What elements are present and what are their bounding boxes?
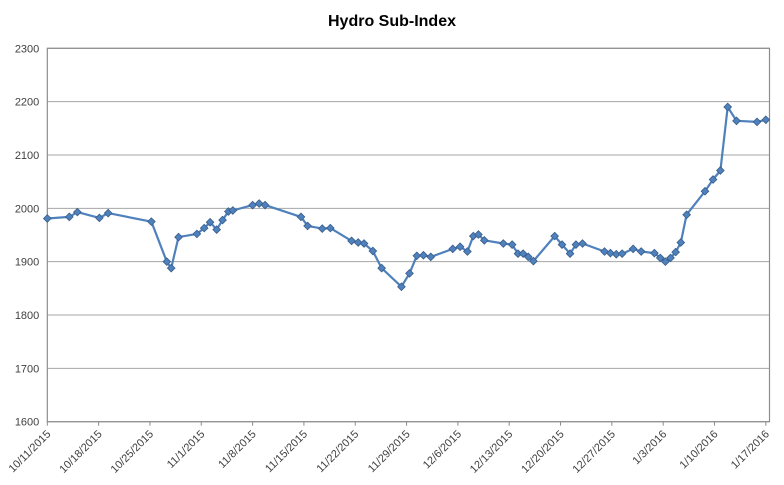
data-point-marker xyxy=(317,224,327,233)
data-point-marker xyxy=(529,256,538,266)
data-point-marker xyxy=(518,249,528,259)
x-tick-label: 11/29/2015 xyxy=(366,428,413,475)
data-point-marker xyxy=(636,247,646,256)
x-tick-label: 12/13/2015 xyxy=(468,428,515,475)
x-tick-label: 10/11/2015 xyxy=(7,428,54,475)
data-point-marker xyxy=(64,212,74,222)
data-point-marker xyxy=(377,263,387,273)
x-tick-label: 1/17/2016 xyxy=(729,428,772,471)
x-tick-label: 11/15/2015 xyxy=(263,428,310,475)
data-point-marker xyxy=(700,186,710,196)
chart-title: Hydro Sub-Index xyxy=(328,13,456,30)
data-point-marker xyxy=(474,230,483,239)
data-point-marker xyxy=(218,215,227,225)
data-point-marker xyxy=(557,240,567,249)
y-tick-label: 1900 xyxy=(15,257,39,269)
data-point-marker xyxy=(42,214,52,223)
data-point-marker xyxy=(723,102,733,112)
data-point-marker xyxy=(523,252,533,262)
data-point-marker xyxy=(147,217,156,227)
data-point-marker xyxy=(708,175,718,184)
data-point-marker xyxy=(397,282,406,292)
data-point-marker xyxy=(628,244,638,254)
data-point-marker xyxy=(463,247,472,256)
x-tick-label: 11/1/2015 xyxy=(165,428,208,471)
data-point-marker xyxy=(368,246,378,256)
x-tick-label: 11/22/2015 xyxy=(315,428,362,475)
data-point-marker xyxy=(498,239,508,248)
data-point-marker xyxy=(426,252,436,262)
data-point-marker xyxy=(479,235,489,245)
data-point-marker xyxy=(666,253,675,263)
data-point-marker xyxy=(671,247,681,257)
data-point-marker xyxy=(353,238,363,247)
data-point-marker xyxy=(412,251,422,261)
y-tick-label: 2200 xyxy=(15,97,39,109)
data-point-marker xyxy=(248,200,257,210)
data-point-marker xyxy=(606,248,615,258)
x-tick-label: 10/18/2015 xyxy=(57,428,104,475)
data-point-marker xyxy=(732,116,741,126)
plot-area: 1600 1700 1800 1900 2000 2100 2200 2300 10/11/20… xyxy=(7,43,772,475)
data-point-marker xyxy=(347,236,356,246)
data-point-marker xyxy=(228,206,238,215)
data-point-marker xyxy=(359,239,369,248)
data-point-marker xyxy=(72,207,82,217)
x-tick-label: 1/10/2016 xyxy=(678,428,721,471)
y-tick-label: 1700 xyxy=(15,363,39,375)
x-tick-label: 11/8/2015 xyxy=(216,428,259,471)
data-point-marker xyxy=(661,257,670,267)
data-point-marker xyxy=(162,257,172,267)
x-tick-label: 12/20/2015 xyxy=(519,428,566,475)
data-point-marker xyxy=(650,248,659,258)
data-point-marker xyxy=(303,221,312,231)
data-point-marker xyxy=(565,249,575,259)
data-point-marker xyxy=(448,244,458,254)
data-point-marker xyxy=(752,117,762,127)
data-point-marker xyxy=(325,223,335,233)
plot-border xyxy=(46,47,771,423)
data-point-marker xyxy=(199,223,209,233)
data-point-marker xyxy=(716,166,725,175)
data-point-marker xyxy=(212,225,222,235)
y-tick-label: 1600 xyxy=(15,417,39,429)
x-tick-label: 12/27/2015 xyxy=(571,428,618,475)
data-point-marker xyxy=(205,217,215,227)
y-tick-label: 2000 xyxy=(15,203,39,215)
series-line xyxy=(46,105,767,288)
data-point-marker xyxy=(550,231,560,241)
data-point-marker xyxy=(655,253,665,263)
data-point-marker xyxy=(260,200,270,210)
x-tick-label: 1/3/2016 xyxy=(631,428,670,467)
data-point-marker xyxy=(578,239,587,248)
data-point-marker xyxy=(296,212,306,222)
y-tick-label: 1800 xyxy=(15,310,39,322)
data-point-marker xyxy=(761,115,771,125)
data-point-marker xyxy=(419,250,428,260)
data-point-marker xyxy=(166,263,176,273)
data-point-marker xyxy=(94,213,104,223)
data-point-marker xyxy=(507,240,517,249)
data-point-marker xyxy=(192,229,202,239)
y-tick-label: 2300 xyxy=(15,43,39,55)
data-point-marker xyxy=(617,249,627,259)
x-tick-label: 12/6/2015 xyxy=(421,428,464,471)
data-point-marker xyxy=(455,242,465,252)
data-point-marker xyxy=(405,269,414,278)
x-tick-label: 10/25/2015 xyxy=(109,428,156,475)
data-point-marker xyxy=(676,238,686,247)
data-point-marker xyxy=(103,208,113,218)
y-tick-label: 2100 xyxy=(15,150,39,162)
data-point-marker xyxy=(174,232,183,242)
data-point-marker xyxy=(254,199,264,208)
data-point-marker xyxy=(682,210,692,220)
